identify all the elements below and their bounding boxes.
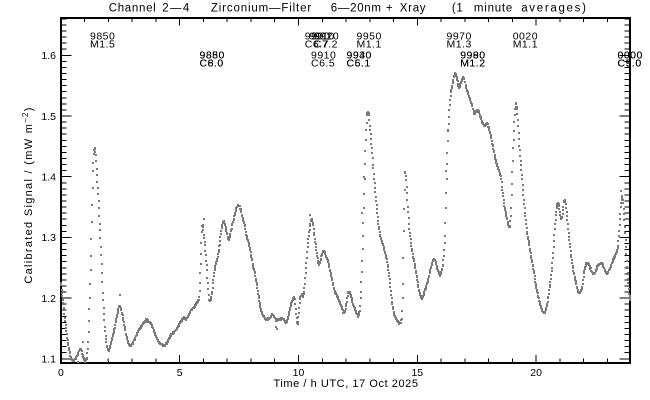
svg-text:Calibrated Signal / (mW m–2): Calibrated Signal / (mW m–2) bbox=[21, 106, 36, 283]
svg-text:Xray: Xray bbox=[400, 2, 426, 14]
svg-text:9900: 9900 bbox=[305, 30, 330, 42]
svg-text:9930: 9930 bbox=[347, 49, 372, 61]
svg-text:9850: 9850 bbox=[200, 49, 225, 61]
svg-text:0000: 0000 bbox=[618, 49, 643, 61]
svg-text:Channel: Channel bbox=[109, 2, 157, 14]
svg-text:9980: 9980 bbox=[460, 49, 485, 61]
svg-text:C7.2: C7.2 bbox=[314, 38, 338, 50]
svg-text:1.5: 1.5 bbox=[41, 111, 56, 123]
svg-text:M1.2: M1.2 bbox=[460, 57, 485, 69]
svg-text:5: 5 bbox=[177, 367, 183, 379]
svg-text:0900: 0900 bbox=[618, 49, 643, 61]
svg-text:C6.0: C6.0 bbox=[200, 57, 224, 69]
svg-text:9970: 9970 bbox=[447, 30, 472, 42]
svg-text:M1.1: M1.1 bbox=[513, 38, 538, 50]
svg-text:1.6: 1.6 bbox=[41, 50, 56, 62]
svg-text:M1.2: M1.2 bbox=[460, 57, 485, 69]
svg-text:C5.1: C5.1 bbox=[347, 57, 371, 69]
svg-text:9940: 9940 bbox=[347, 49, 372, 61]
svg-text:1.4: 1.4 bbox=[41, 172, 56, 184]
svg-text:+: + bbox=[386, 2, 393, 14]
svg-text:9950: 9950 bbox=[357, 30, 382, 42]
svg-text:C6.7: C6.7 bbox=[305, 38, 329, 50]
svg-text:9910: 9910 bbox=[311, 49, 336, 61]
svg-text:C6.5: C6.5 bbox=[311, 57, 335, 69]
svg-text:C6.1: C6.1 bbox=[347, 57, 371, 69]
svg-text:1.2: 1.2 bbox=[41, 293, 56, 305]
svg-text:9880: 9880 bbox=[200, 49, 225, 61]
svg-text:9920: 9920 bbox=[314, 30, 339, 42]
svg-text:9850: 9850 bbox=[90, 30, 115, 42]
svg-text:minute: minute bbox=[474, 2, 513, 14]
svg-text:9910: 9910 bbox=[309, 30, 334, 42]
svg-text:20: 20 bbox=[530, 367, 542, 379]
svg-text:Zirconium—Filter: Zirconium—Filter bbox=[211, 2, 312, 14]
svg-text:15: 15 bbox=[411, 367, 423, 379]
svg-text:M1.3: M1.3 bbox=[447, 38, 472, 50]
svg-text:M1.5: M1.5 bbox=[90, 38, 115, 50]
svg-text:0020: 0020 bbox=[513, 30, 538, 42]
svg-text:(1: (1 bbox=[452, 2, 464, 14]
svg-text:C9.0: C9.0 bbox=[618, 57, 642, 69]
svg-text:M1.1: M1.1 bbox=[357, 38, 382, 50]
svg-text:2—4: 2—4 bbox=[162, 2, 191, 14]
svg-text:Time / h UTC, 17 Oct 2025: Time / h UTC, 17 Oct 2025 bbox=[273, 378, 418, 390]
svg-text:0: 0 bbox=[58, 367, 64, 379]
svg-text:9990: 9990 bbox=[460, 49, 485, 61]
svg-text:6—20nm: 6—20nm bbox=[331, 2, 382, 14]
svg-text:C8.0: C8.0 bbox=[200, 57, 224, 69]
svg-text:1.1: 1.1 bbox=[41, 354, 56, 366]
svg-text:C5.0: C5.0 bbox=[618, 57, 642, 69]
svg-text:10: 10 bbox=[293, 367, 305, 379]
svg-text:averages): averages) bbox=[521, 2, 587, 14]
svg-text:1.3: 1.3 bbox=[41, 232, 56, 244]
